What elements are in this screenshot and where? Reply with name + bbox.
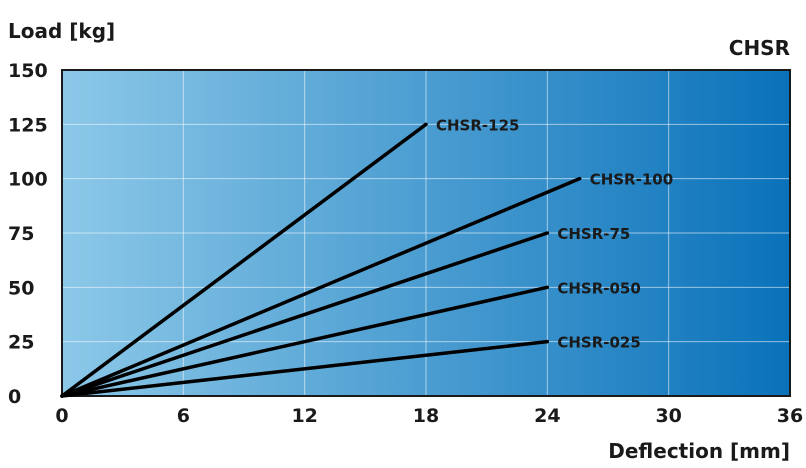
x-axis-title: Deflection [mm] — [608, 439, 790, 463]
y-tick-label: 150 — [8, 60, 48, 82]
y-tick-label: 125 — [8, 114, 48, 136]
x-tick-label: 18 — [413, 405, 439, 427]
series-line-chsr-75 — [60, 231, 550, 398]
y-tick-label: 0 — [8, 386, 21, 408]
series-lines — [60, 122, 582, 398]
x-tick-label: 6 — [177, 405, 190, 427]
series-label-chsr-050: CHSR-050 — [557, 279, 640, 297]
y-tick-label: 25 — [8, 332, 34, 354]
x-tick-label: 24 — [534, 405, 560, 427]
y-tick-label: 75 — [8, 223, 34, 245]
x-tick-label: 12 — [291, 405, 317, 427]
series-label-chsr-75: CHSR-75 — [557, 225, 630, 243]
series-labels: CHSR-125 CHSR-100 CHSR-75 CHSR-050 CHSR-025 — [436, 116, 673, 351]
y-tick-label: 100 — [8, 169, 48, 191]
series-line-chsr-125 — [60, 122, 428, 398]
x-tick-label: 36 — [777, 405, 803, 427]
x-tick-labels: 0 6 12 18 24 30 36 — [55, 405, 803, 427]
series-line-chsr-050 — [60, 285, 550, 398]
y-tick-label: 50 — [8, 277, 34, 299]
series-line-chsr-025 — [60, 339, 550, 398]
y-axis-title: Load [kg] — [8, 19, 115, 43]
series-label-chsr-125: CHSR-125 — [436, 116, 519, 134]
series-label-chsr-025: CHSR-025 — [557, 334, 640, 352]
x-tick-label: 30 — [655, 405, 681, 427]
plot-frame — [61, 69, 791, 397]
chart-title: CHSR — [729, 36, 790, 60]
x-tick-label: 0 — [55, 405, 68, 427]
series-label-chsr-100: CHSR-100 — [590, 171, 673, 189]
series-line-chsr-100 — [60, 176, 582, 398]
y-tick-labels: 0 25 50 75 100 125 150 — [8, 60, 48, 408]
